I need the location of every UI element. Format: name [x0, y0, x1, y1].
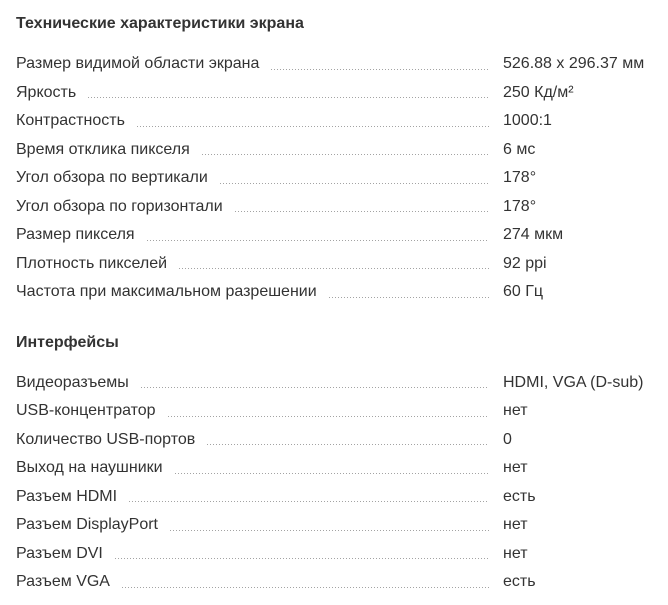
spec-label: Частота при максимальном разрешении: [16, 283, 317, 301]
dot-leader: [129, 501, 489, 502]
spec-label: Время отклика пикселя: [16, 140, 190, 158]
dot-leader: [136, 125, 489, 127]
spec-value: 178°: [503, 169, 537, 187]
spec-label: Разъем VGA: [16, 573, 110, 591]
spec-label: Выход на наушники: [16, 459, 163, 477]
spec-label: USB-концентратор: [16, 402, 156, 420]
spec-row: Плотность пикселей 92 ppi: [16, 250, 650, 279]
section-rows: Размер видимой области экрана 526.88 x 2…: [16, 50, 650, 307]
spec-label: Разъем DVI: [16, 544, 103, 562]
dot-leader: [114, 558, 489, 559]
section-title: Технические характеристики экрана: [16, 15, 304, 32]
spec-row: USB-концентратор нет: [16, 397, 650, 426]
spec-label: Размер видимой области экрана: [16, 55, 260, 73]
section-rows: Видеоразъемы HDMI, VGA (D-sub) USB-конце…: [16, 369, 650, 597]
spec-value: есть: [503, 487, 536, 505]
dot-leader: [234, 211, 489, 212]
spec-value: нет: [503, 544, 528, 562]
dot-leader: [179, 268, 489, 269]
section-title: Интерфейсы: [16, 333, 119, 351]
dot-leader: [170, 529, 489, 531]
spec-label: Разъем HDMI: [16, 487, 118, 505]
spec-value: 178°: [503, 197, 537, 215]
spec-row: Угол обзора по горизонтали 178°: [16, 193, 650, 222]
spec-label: Угол обзора по горизонтали: [16, 197, 223, 215]
dot-leader: [167, 415, 489, 417]
spec-value: 6 мс: [503, 140, 536, 158]
spec-value: HDMI, VGA (D-sub): [503, 373, 644, 391]
dot-leader: [174, 472, 489, 474]
spec-row: Время отклика пикселя 6 мс: [16, 136, 650, 165]
spec-section: Интерфейсы Видеоразъемы HDMI, VGA (D-sub…: [16, 333, 650, 597]
spec-value: нет: [503, 459, 528, 477]
spec-row: Выход на наушники нет: [16, 454, 650, 483]
spec-value: нет: [503, 516, 528, 534]
spec-row: Разъем VGA есть: [16, 568, 650, 597]
spec-label: Разъем DisplayPort: [16, 516, 158, 534]
spec-value: нет: [503, 402, 528, 420]
dot-leader: [271, 68, 489, 70]
spec-row: Частота при максимальном разрешении 60 Г…: [16, 278, 650, 307]
spec-value: 1000:1: [503, 112, 552, 130]
spec-row: Угол обзора по вертикали 178°: [16, 164, 650, 193]
dot-leader: [201, 154, 489, 155]
dot-leader: [219, 182, 489, 184]
spec-row: Видеоразъемы HDMI, VGA (D-sub): [16, 369, 650, 398]
spec-section: Технические характеристики экрана Размер…: [16, 14, 650, 307]
spec-row: Разъем DisplayPort нет: [16, 511, 650, 540]
spec-label: Контрастность: [16, 112, 125, 130]
spec-row: Яркость 250 Кд/м²: [16, 79, 650, 108]
spec-label: Плотность пикселей: [16, 254, 168, 272]
spec-row: Количество USB-портов 0: [16, 426, 650, 455]
spec-value: 250 Кд/м²: [503, 83, 574, 101]
spec-value: есть: [503, 573, 536, 591]
spec-label: Угол обзора по вертикали: [16, 169, 208, 187]
spec-label: Яркость: [16, 83, 77, 101]
spec-label: Видеоразъемы: [16, 373, 129, 391]
spec-value: 0: [503, 430, 512, 448]
spec-row: Разъем DVI нет: [16, 540, 650, 569]
spec-label: Количество USB-портов: [16, 430, 196, 448]
spec-row: Разъем HDMI есть: [16, 483, 650, 512]
spec-value: 274 мкм: [503, 226, 564, 244]
dot-leader: [140, 387, 489, 388]
spec-row: Контрастность 1000:1: [16, 107, 650, 136]
spec-label: Размер пикселя: [16, 226, 135, 244]
dot-leader: [207, 444, 489, 445]
spec-row: Размер пикселя 274 мкм: [16, 221, 650, 250]
dot-leader: [146, 239, 489, 241]
spec-value: 92 ppi: [503, 254, 547, 272]
dot-leader: [121, 586, 489, 588]
dot-leader: [88, 97, 489, 98]
spec-value: 526.88 x 296.37 мм: [503, 55, 645, 73]
spec-value: 60 Гц: [503, 283, 544, 301]
dot-leader: [328, 296, 489, 298]
spec-row: Размер видимой области экрана 526.88 x 2…: [16, 50, 650, 79]
